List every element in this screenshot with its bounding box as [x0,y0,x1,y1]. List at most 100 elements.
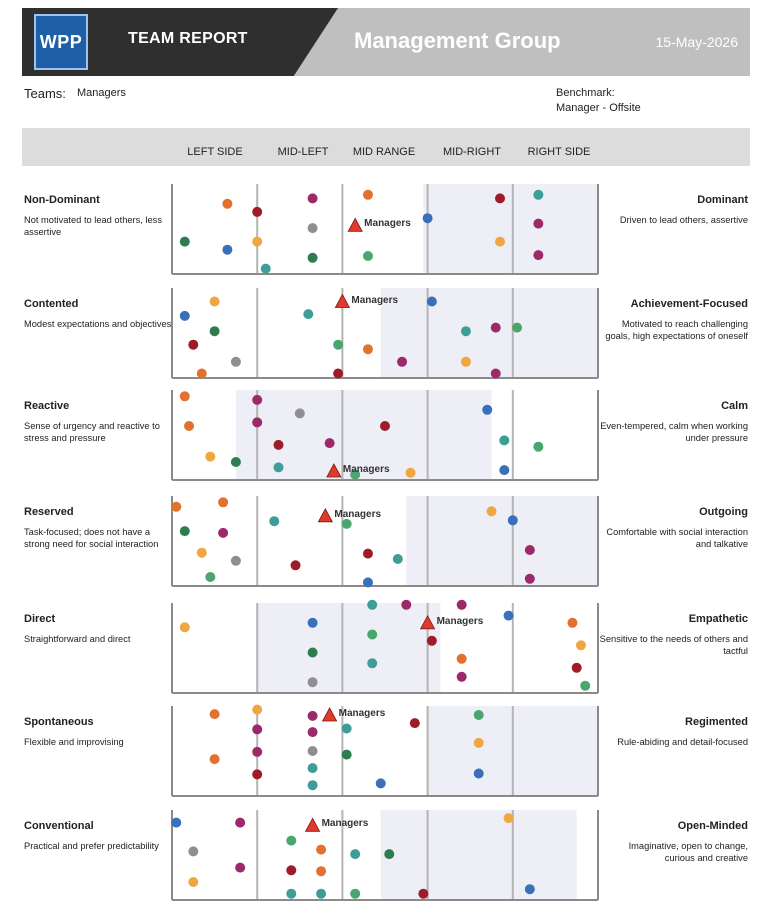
trait-right-title: Achievement-Focused [630,298,748,310]
trait-right-title: Regimented [685,716,748,728]
individual-score-dot [456,671,467,682]
individual-score-dot [179,622,190,633]
wpp-logo: WPP [34,14,88,70]
individual-score-dot [533,250,544,261]
individual-score-dot [303,309,314,320]
individual-score-dot [350,849,361,860]
individual-score-dot [209,754,220,765]
individual-score-dot [507,515,518,526]
individual-score-dot [252,724,263,735]
individual-score-dot [179,391,190,402]
individual-score-dot [333,339,344,350]
individual-score-dot [230,555,241,566]
individual-score-dot [179,526,190,537]
trait-left-title: Conventional [24,820,94,832]
individual-score-dot [205,451,216,462]
trait-scale-svg [171,704,599,797]
trait-left-title: Spontaneous [24,716,94,728]
individual-score-dot [209,709,220,720]
trait-right-description: Motivated to reach challenging goals, hi… [605,319,748,341]
trait-left-title: Reactive [24,400,70,412]
team-average-label: Managers [351,294,399,306]
individual-score-dot [580,680,591,691]
trait-right-title: Outgoing [699,506,748,518]
individual-score-dot [380,421,390,431]
individual-score-dot [188,877,199,887]
trait-right-title: Empathetic [688,613,748,625]
individual-score-dot [571,662,582,673]
individual-score-dot [401,599,412,610]
individual-score-dot [567,617,578,628]
trait-scale-plot: Managers [171,496,599,588]
individual-score-dot [196,368,207,379]
individual-score-dot [252,236,263,247]
individual-score-dot [316,888,327,899]
individual-score-dot [307,780,318,791]
individual-score-dot [252,394,263,405]
individual-score-dot [252,206,263,217]
trait-scale-plot: Managers [171,599,599,694]
individual-score-dot [426,296,437,307]
team-average-label: Managers [364,218,411,230]
individual-score-dot [307,746,318,756]
trait-scale-svg [171,496,599,588]
trait-left-description: Sense of urgency and reactive to stress … [24,421,160,443]
individual-score-dot [307,617,318,628]
individual-score-dot [460,326,471,337]
trait-right-description: Driven to lead others, assertive [619,215,748,225]
individual-score-dot [375,778,386,789]
individual-score-dot [362,577,373,588]
individual-score-dot [499,465,510,476]
individual-score-dot [456,653,467,664]
benchmark-band [406,496,598,586]
individual-score-dot [307,763,318,774]
benchmark-band [257,603,441,693]
trait-right-description: Imaginative, open to change, curious and… [628,841,748,863]
individual-score-dot [482,404,493,415]
trait-scale-svg [171,288,599,379]
trait-scale-plot: Managers [171,390,599,481]
teams-value: Managers [77,87,126,99]
individual-score-dot [222,198,233,209]
individual-score-dot [205,572,216,582]
individual-score-dot [392,554,403,564]
trait-right-title: Dominant [697,194,748,206]
trait-scale-svg [171,390,599,481]
individual-score-dot [575,640,586,651]
team-average-marker [419,614,436,630]
individual-score-dot [490,322,501,333]
individual-score-dot [171,817,182,828]
individual-score-dot [294,408,305,419]
trait-scale-plot: Managers [171,288,599,379]
trait-scale-plot: Managers [171,810,599,901]
individual-score-dot [367,658,378,669]
individual-score-dot [316,844,327,855]
team-average-marker [317,507,334,523]
individual-score-dot [503,813,514,824]
column-mid-range: MID RANGE [352,146,416,158]
team-average-marker [326,463,342,478]
individual-score-dot [426,635,437,646]
trait-left-title: Reserved [24,506,74,518]
individual-score-dot [286,835,297,846]
trait-right-description: Even-tempered, calm when working under p… [600,421,748,443]
trait-right-description: Rule-abiding and detail-focused [617,737,748,747]
column-mid-left: MID-LEFT [277,146,329,158]
individual-score-dot [260,263,271,274]
individual-score-dot [290,560,301,571]
individual-score-dot [307,727,318,738]
individual-score-dot [252,417,263,428]
individual-score-dot [252,746,263,757]
individual-score-dot [209,326,220,337]
trait-left-description: Straightforward and direct [24,634,131,644]
team-average-marker [334,293,351,308]
individual-score-dot [397,356,408,367]
individual-score-dot [286,865,297,876]
individual-score-dot [209,296,220,307]
team-average-label: Managers [338,708,386,719]
team-average-label: Managers [436,615,484,627]
individual-score-dot [307,193,318,204]
report-date: 15-May-2026 [655,34,739,50]
individual-score-dot [409,718,420,729]
individual-score-dot [533,189,544,200]
